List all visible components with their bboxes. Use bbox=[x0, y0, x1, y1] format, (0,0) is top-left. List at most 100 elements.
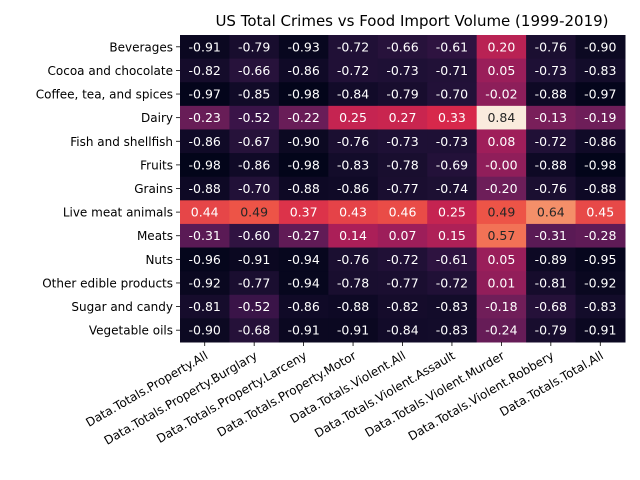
heatmap-cell-r0-c8 bbox=[575, 35, 626, 60]
row-tick-label-1: Cocoa and chocolate bbox=[48, 64, 173, 78]
cell-value-label-r10-c4: -0.77 bbox=[386, 275, 418, 290]
cell-value-label-r0-c0: -0.91 bbox=[189, 39, 221, 54]
cell-value-label-r5-c7: -0.88 bbox=[535, 157, 567, 172]
cell-value-label-r5-c1: -0.86 bbox=[238, 157, 270, 172]
cell-value-label-r4-c7: -0.72 bbox=[535, 134, 567, 149]
row-tick-label-4: Fish and shellfish bbox=[70, 135, 173, 149]
cell-value-label-r10-c3: -0.78 bbox=[337, 275, 369, 290]
cell-value-label-r10-c2: -0.94 bbox=[287, 275, 319, 290]
row-tick-labels: Beverages Cocoa and chocolate Coffee, tea,… bbox=[36, 40, 180, 338]
heatmap-cell-r11-c0 bbox=[180, 294, 230, 319]
cell-value-label-r8-c3: 0.14 bbox=[339, 228, 367, 243]
cell-value-label-r9-c4: -0.72 bbox=[386, 252, 418, 267]
row-tick-label-0: Beverages bbox=[109, 40, 173, 54]
heatmap-cell-r11-c1 bbox=[229, 294, 280, 319]
heatmap-cell-r3-c0 bbox=[180, 105, 230, 130]
cell-value-label-r7-c0: 0.44 bbox=[191, 205, 219, 220]
heatmap-cell-r12-c5 bbox=[427, 318, 478, 343]
heatmap-cell-r11-c7 bbox=[526, 294, 577, 319]
heatmap-cell-r3-c6 bbox=[476, 105, 527, 130]
cell-value-label-r8-c5: 0.15 bbox=[438, 228, 466, 243]
heatmap-cell-r9-c1 bbox=[229, 247, 280, 272]
heatmap-cell-r8-c5 bbox=[427, 223, 478, 249]
heatmap-cell-r10-c6 bbox=[476, 271, 527, 296]
cell-value-label-r10-c5: -0.72 bbox=[436, 275, 468, 290]
heatmap-cell-r2-c7 bbox=[526, 82, 577, 107]
heatmap-cell-r6-c3 bbox=[328, 176, 379, 201]
heatmap-cell-r10-c5 bbox=[427, 271, 478, 296]
cell-value-label-r1-c2: -0.86 bbox=[287, 63, 319, 78]
cell-value-label-r12-c0: -0.90 bbox=[189, 323, 221, 338]
heatmap-cell-r5-c1 bbox=[229, 153, 280, 178]
heatmap-cell-r6-c1 bbox=[229, 176, 280, 201]
cell-value-label-r10-c8: -0.92 bbox=[584, 275, 616, 290]
cell-value-label-r1-c1: -0.66 bbox=[238, 63, 270, 78]
cell-value-label-r3-c3: 0.25 bbox=[339, 110, 367, 125]
heatmap-cell-r5-c3 bbox=[328, 153, 379, 178]
cell-value-label-r1-c7: -0.73 bbox=[535, 63, 567, 78]
heatmap-cell-r3-c4 bbox=[377, 105, 428, 130]
chart-title: US Total Crimes vs Food Import Volume (1… bbox=[215, 12, 608, 30]
heatmap-cell-r8-c8 bbox=[575, 223, 626, 249]
cell-value-label-r0-c4: -0.66 bbox=[386, 39, 418, 54]
cell-value-label-r0-c2: -0.93 bbox=[287, 39, 319, 54]
cell-value-label-r3-c0: -0.23 bbox=[189, 110, 221, 125]
heatmap-cell-r3-c5 bbox=[427, 105, 478, 130]
cell-value-label-r0-c5: -0.61 bbox=[436, 39, 468, 54]
cell-value-label-r2-c0: -0.97 bbox=[189, 87, 221, 102]
cell-value-label-r12-c8: -0.91 bbox=[584, 323, 616, 338]
cell-value-label-r9-c0: -0.96 bbox=[189, 252, 221, 267]
row-tick-label-7: Live meat animals bbox=[63, 206, 173, 220]
heatmap-cell-r4-c2 bbox=[278, 129, 329, 154]
cell-value-label-r1-c8: -0.83 bbox=[584, 63, 616, 78]
cell-value-label-r7-c8: 0.45 bbox=[586, 205, 614, 220]
heatmap-cell-r12-c2 bbox=[278, 318, 329, 343]
heatmap-cell-r8-c3 bbox=[328, 223, 379, 249]
cell-value-label-r12-c7: -0.79 bbox=[535, 323, 567, 338]
cell-value-label-r9-c6: 0.05 bbox=[487, 252, 515, 267]
cell-value-label-r4-c4: -0.73 bbox=[386, 134, 418, 149]
cell-value-label-r11-c0: -0.81 bbox=[189, 299, 221, 314]
heatmap-cell-r6-c5 bbox=[427, 176, 478, 201]
heatmap-cell-r7-c2 bbox=[278, 200, 329, 225]
cell-value-label-r12-c4: -0.84 bbox=[386, 323, 418, 338]
row-tick-label-11: Sugar and candy bbox=[71, 300, 173, 314]
heatmap-cell-r10-c3 bbox=[328, 271, 379, 296]
heatmap-cell-r12-c4 bbox=[377, 318, 428, 343]
cell-value-label-r10-c7: -0.81 bbox=[535, 275, 567, 290]
heatmap-cell-r9-c8 bbox=[575, 247, 626, 272]
cell-value-label-r5-c8: -0.98 bbox=[584, 157, 616, 172]
heatmap-cell-r5-c0 bbox=[180, 153, 230, 178]
cell-value-label-r9-c5: -0.61 bbox=[436, 252, 468, 267]
cell-value-label-r7-c2: 0.37 bbox=[290, 205, 318, 220]
cell-value-label-r11-c6: -0.18 bbox=[485, 299, 517, 314]
cell-value-label-r7-c4: 0.46 bbox=[389, 205, 417, 220]
cell-value-label-r6-c6: -0.20 bbox=[485, 181, 517, 196]
cell-value-label-r8-c1: -0.60 bbox=[238, 228, 270, 243]
heatmap-cell-r8-c2 bbox=[278, 223, 329, 249]
cell-value-label-r9-c8: -0.95 bbox=[584, 252, 616, 267]
cell-value-label-r8-c4: 0.07 bbox=[389, 228, 417, 243]
cell-value-label-r7-c3: 0.43 bbox=[339, 205, 367, 220]
row-tick-label-6: Grains bbox=[134, 182, 173, 196]
cell-value-label-r4-c8: -0.86 bbox=[584, 134, 616, 149]
row-tick-label-2: Coffee, tea, and spices bbox=[36, 88, 173, 102]
heatmap-cell-r6-c6 bbox=[476, 176, 527, 201]
cell-value-label-r0-c8: -0.90 bbox=[584, 39, 616, 54]
cell-value-label-r5-c5: -0.69 bbox=[436, 157, 468, 172]
heatmap-cell-r6-c4 bbox=[377, 176, 428, 201]
heatmap-cell-r7-c8 bbox=[575, 200, 626, 225]
heatmap-cell-r0-c0 bbox=[180, 35, 230, 60]
heatmap-cell-r9-c5 bbox=[427, 247, 478, 272]
heatmap-cell-r2-c4 bbox=[377, 82, 428, 107]
heatmap-cell-r8-c7 bbox=[526, 223, 577, 249]
cell-value-label-r0-c3: -0.72 bbox=[337, 39, 369, 54]
cell-value-label-r4-c3: -0.76 bbox=[337, 134, 369, 149]
heatmap-cell-r0-c1 bbox=[229, 35, 280, 60]
cell-value-label-r11-c2: -0.86 bbox=[287, 299, 319, 314]
cell-value-label-r2-c2: -0.98 bbox=[287, 87, 319, 102]
heatmap-cell-r9-c3 bbox=[328, 247, 379, 272]
cell-value-label-r7-c5: 0.25 bbox=[438, 205, 466, 220]
cell-value-label-r10-c1: -0.77 bbox=[238, 275, 270, 290]
